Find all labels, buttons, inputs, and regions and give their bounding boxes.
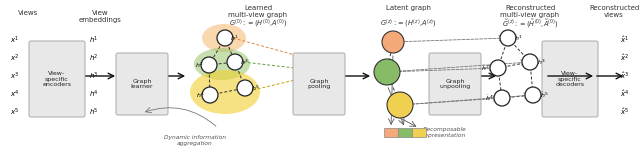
Text: $\hat{x}^2$: $\hat{x}^2$ (620, 52, 629, 64)
Circle shape (201, 57, 217, 73)
Circle shape (500, 30, 516, 46)
Text: Reconstructed
multi-view graph: Reconstructed multi-view graph (500, 5, 559, 18)
Text: $\tilde{h}^5$: $\tilde{h}^5$ (540, 90, 548, 100)
Text: $h^4$: $h^4$ (89, 88, 99, 100)
Circle shape (522, 54, 538, 70)
Text: $h^5$: $h^5$ (251, 83, 259, 93)
Ellipse shape (190, 70, 260, 114)
Text: $\tilde{h}^3$: $\tilde{h}^3$ (537, 57, 545, 67)
Text: $h^1$: $h^1$ (89, 34, 99, 46)
Circle shape (202, 87, 218, 103)
Ellipse shape (202, 24, 246, 52)
Circle shape (374, 59, 400, 85)
Text: Views: Views (18, 10, 38, 16)
Circle shape (490, 60, 506, 76)
Text: Graph
unpooling: Graph unpooling (440, 79, 470, 89)
FancyBboxPatch shape (116, 53, 168, 115)
Text: $G^{(0)}:=(H^{(0)},\!A^{(0)})$: $G^{(0)}:=(H^{(0)},\!A^{(0)})$ (229, 18, 287, 30)
Text: Dynamic information
aggregation: Dynamic information aggregation (164, 135, 226, 146)
Circle shape (387, 92, 413, 118)
Text: Reconstructed
views: Reconstructed views (589, 5, 639, 18)
Text: $\hat{x}^1$: $\hat{x}^1$ (620, 34, 629, 46)
FancyBboxPatch shape (29, 41, 85, 117)
Text: $x^2$: $x^2$ (10, 52, 19, 64)
Text: View-
specific
decoders: View- specific decoders (556, 71, 584, 87)
Text: $x^5$: $x^5$ (10, 106, 19, 118)
Circle shape (227, 54, 243, 70)
Text: $x^3$: $x^3$ (10, 70, 19, 82)
Text: $h^2$: $h^2$ (195, 60, 204, 70)
Text: Decomposable
representation: Decomposable representation (423, 127, 467, 138)
Text: $\tilde{G}^{(z)}:=(\tilde{H}^{(0)},\!\tilde{A}^{(0)})$: $\tilde{G}^{(z)}:=(\tilde{H}^{(0)},\!\ti… (502, 18, 558, 30)
FancyBboxPatch shape (542, 41, 598, 117)
Text: Learned
multi-view graph: Learned multi-view graph (228, 5, 287, 18)
Text: $h^3$: $h^3$ (239, 57, 248, 67)
Text: $x^1$: $x^1$ (10, 34, 19, 46)
Bar (412, 128, 426, 137)
Text: $\tilde{h}^1$: $\tilde{h}^1$ (514, 33, 522, 43)
Text: $h^1$: $h^1$ (230, 33, 238, 43)
Circle shape (494, 90, 510, 106)
Text: $\hat{x}^5$: $\hat{x}^5$ (620, 106, 629, 118)
Text: $h^4$: $h^4$ (196, 90, 204, 100)
Bar (384, 128, 398, 137)
Text: $h^5$: $h^5$ (89, 106, 99, 118)
FancyBboxPatch shape (293, 53, 345, 115)
Text: $G^{(z)}:=(H^{(z)},\!A^{(z)})$: $G^{(z)}:=(H^{(z)},\!A^{(z)})$ (380, 18, 436, 30)
Circle shape (237, 80, 253, 96)
Text: $\tilde{h}^2$: $\tilde{h}^2$ (481, 63, 489, 73)
FancyBboxPatch shape (429, 53, 481, 115)
Text: $x^4$: $x^4$ (10, 88, 19, 100)
Circle shape (217, 30, 233, 46)
Ellipse shape (194, 48, 250, 80)
Circle shape (382, 31, 404, 53)
Text: Graph
learner: Graph learner (131, 79, 153, 89)
Circle shape (525, 87, 541, 103)
Text: Graph
pooling: Graph pooling (307, 79, 331, 89)
Text: $h^2$: $h^2$ (89, 52, 99, 64)
Text: View-
specific
encoders: View- specific encoders (42, 71, 72, 87)
Text: View
embeddings: View embeddings (79, 10, 122, 23)
Text: Latent graph: Latent graph (385, 5, 431, 11)
Text: $\hat{x}^4$: $\hat{x}^4$ (620, 88, 629, 100)
Bar (398, 128, 412, 137)
Text: $h^3$: $h^3$ (89, 70, 99, 82)
Text: $\tilde{h}^4$: $\tilde{h}^4$ (484, 93, 493, 103)
Text: $\hat{x}^3$: $\hat{x}^3$ (620, 70, 629, 82)
